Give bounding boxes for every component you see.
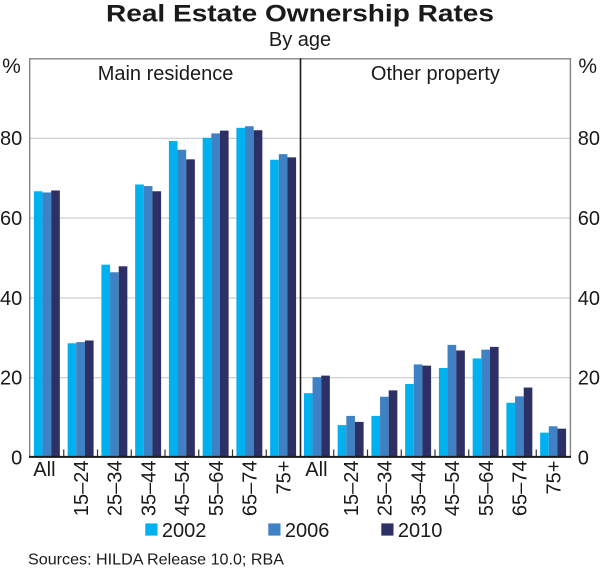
svg-text:25–34: 25–34	[375, 461, 397, 517]
svg-text:80: 80	[0, 128, 22, 150]
svg-text:%: %	[578, 55, 597, 78]
svg-text:All: All	[33, 459, 55, 481]
svg-text:60: 60	[578, 208, 600, 230]
svg-text:45–54: 45–54	[172, 461, 194, 517]
svg-text:60: 60	[0, 208, 22, 230]
svg-text:45–54: 45–54	[442, 461, 464, 517]
svg-text:Main residence: Main residence	[98, 63, 234, 85]
svg-text:55–64: 55–64	[206, 461, 228, 517]
svg-text:%: %	[2, 55, 21, 78]
svg-text:Real Estate Ownership Rates: Real Estate Ownership Rates	[106, 0, 494, 27]
svg-text:2002: 2002	[162, 520, 207, 542]
svg-text:65–74: 65–74	[240, 461, 262, 517]
svg-text:15–24: 15–24	[341, 461, 363, 517]
svg-text:0: 0	[578, 447, 589, 469]
svg-text:55–64: 55–64	[476, 461, 498, 517]
svg-text:25–34: 25–34	[105, 461, 127, 517]
svg-text:Other property: Other property	[371, 63, 500, 85]
svg-text:20: 20	[578, 368, 600, 390]
svg-text:15–24: 15–24	[71, 461, 93, 517]
svg-text:All: All	[305, 459, 327, 481]
svg-text:80: 80	[578, 128, 600, 150]
svg-text:35–44: 35–44	[408, 461, 430, 517]
svg-text:65–74: 65–74	[510, 461, 532, 517]
svg-text:40: 40	[0, 288, 22, 310]
svg-text:2010: 2010	[398, 520, 443, 542]
svg-text:Sources: HILDA Release 10.0; R: Sources: HILDA Release 10.0; RBA	[28, 551, 284, 568]
svg-text:40: 40	[578, 288, 600, 310]
svg-text:75+: 75+	[273, 461, 295, 495]
svg-text:By age: By age	[269, 29, 331, 51]
svg-text:0: 0	[11, 447, 22, 469]
svg-text:35–44: 35–44	[138, 461, 160, 517]
svg-text:2006: 2006	[285, 520, 330, 542]
svg-text:75+: 75+	[543, 461, 565, 495]
svg-text:20: 20	[0, 368, 22, 390]
